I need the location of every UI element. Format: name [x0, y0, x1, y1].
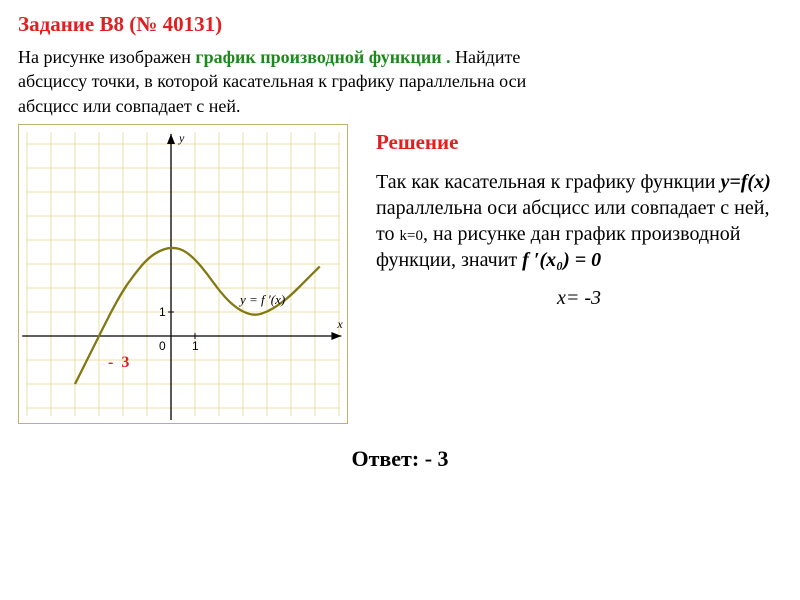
svg-text:x: x — [336, 317, 343, 331]
solution-formula: f ′(x₀) = 0 — [522, 247, 601, 273]
x-equals: x= -3 — [376, 287, 782, 310]
problem-green: график производной функции . — [195, 47, 450, 67]
answer-value: - 3 — [425, 446, 449, 471]
solution-body: Так как касательная к графику функции y=… — [376, 169, 782, 273]
graph-zone: 1 1 0 x y y = f ′(x) - 3 — [18, 124, 348, 424]
solution-text-prefix: Так как касательная к графику функции — [376, 171, 720, 193]
svg-text:0: 0 — [159, 339, 166, 353]
main-row: 1 1 0 x y y = f ′(x) - 3 Решение Так как каса… — [18, 124, 782, 424]
svg-text:y = f ′(x): y = f ′(x) — [238, 292, 285, 307]
svg-text:1: 1 — [159, 305, 166, 319]
problem-lead: На рисунке изображен — [18, 47, 195, 67]
solution-column: Решение Так как касательная к графику фу… — [360, 124, 782, 310]
problem-text: На рисунке изображен график производной … — [18, 45, 558, 118]
answer-line: Ответ: - 3 — [18, 446, 782, 472]
svg-text:y: y — [178, 131, 185, 145]
svg-text:1: 1 — [192, 339, 199, 353]
solution-func: y=f(x) — [720, 171, 770, 193]
derivative-graph: 1 1 0 x y y = f ′(x) — [18, 124, 348, 424]
intercept-marker: - 3 — [108, 354, 131, 372]
answer-label: Ответ: — [351, 446, 424, 471]
solution-header: Решение — [376, 130, 782, 155]
solution-k-eq: k=0 — [399, 228, 422, 244]
task-title: Задание B8 (№ 40131) — [18, 12, 782, 37]
